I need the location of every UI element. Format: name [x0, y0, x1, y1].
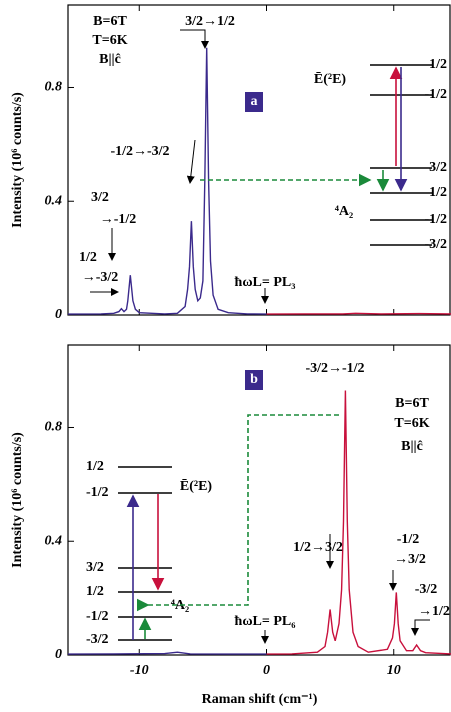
x-tick-label: 0	[263, 663, 270, 678]
level-label: 1/2	[429, 185, 447, 200]
spectrum-line	[266, 312, 451, 315]
annotation: ħωL= PL₃	[235, 275, 296, 290]
panel-label: a	[251, 94, 258, 109]
y-tick-label: 0	[55, 647, 62, 662]
spectrum-line	[266, 390, 451, 655]
y-tick-label: 0	[55, 307, 62, 322]
level-label: -3/2	[86, 632, 109, 647]
x-tick-label: -10	[130, 663, 149, 678]
pointer-arrow	[186, 139, 196, 184]
annotation: 1/2	[79, 250, 97, 265]
annotation: →-1/2	[100, 212, 137, 227]
annotation: T=6K	[394, 416, 429, 431]
annotation: B=6T	[395, 396, 429, 411]
annotation: ħωL= PL₆	[235, 614, 296, 629]
level-label: -1/2	[424, 87, 447, 102]
panel-label-box	[245, 370, 263, 390]
spectrum-line	[67, 47, 267, 315]
y-tick-label: 0.8	[45, 420, 63, 435]
plot-frame	[67, 344, 451, 656]
annotation: →3/2	[394, 552, 426, 567]
annotation: →1/2	[418, 604, 450, 619]
pointer-arrow	[180, 29, 209, 49]
level-label: 3/2	[429, 160, 447, 175]
annotation: -3/2→-1/2	[305, 361, 364, 376]
panel-label: b	[250, 372, 258, 387]
annotation: 3/2	[91, 190, 109, 205]
level-label: 1/2	[86, 459, 104, 474]
dashed-link	[136, 414, 342, 612]
x-tick-label: 10	[387, 663, 401, 678]
annotation: B||ĉ	[401, 439, 423, 454]
annotation: T=6K	[92, 33, 127, 48]
y-tick-label: 0.4	[45, 533, 63, 548]
y-axis-label: Intensity (10⁶ counts/s)	[10, 92, 25, 228]
annotation: B=6T	[93, 14, 127, 29]
annotation: -1/2	[397, 532, 420, 547]
annotation: -1/2→-3/2	[110, 144, 169, 159]
level-label: -1/2	[86, 485, 109, 500]
annotation: -3/2	[415, 582, 438, 597]
state-label: Ē(²E)	[314, 71, 347, 87]
level-label: -3/2	[424, 237, 447, 252]
plot-frame	[67, 4, 451, 316]
y-axis-label: Intensity (10⁶ counts/s)	[10, 432, 25, 568]
y-tick-label: 0.8	[45, 80, 63, 95]
level-label: 3/2	[86, 560, 104, 575]
level-label: 1/2	[429, 57, 447, 72]
panel-label-box	[245, 92, 263, 112]
level-label: 1/2	[86, 584, 104, 599]
annotation: 3/2→1/2	[185, 14, 235, 29]
annotation: 1/2→3/2	[293, 540, 343, 555]
state-label: ⁴A₂	[335, 204, 354, 219]
state-label: Ē(²E)	[180, 478, 213, 494]
level-label: -1/2	[86, 609, 109, 624]
annotation: B||ĉ	[99, 52, 121, 67]
annotation: →-3/2	[82, 270, 119, 285]
x-axis-label: Raman shift (cm⁻¹)	[202, 692, 318, 707]
y-tick-label: 0.4	[45, 193, 63, 208]
pointer-arrow	[411, 619, 430, 636]
spectrum-line	[67, 651, 267, 655]
level-label: -1/2	[424, 212, 447, 227]
